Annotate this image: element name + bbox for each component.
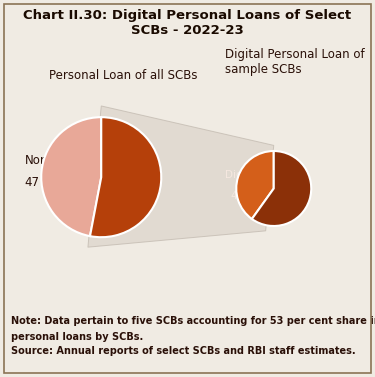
- Text: Note: Data pertain to five SCBs accounting for 53 per cent share in the total: Note: Data pertain to five SCBs accounti…: [11, 316, 375, 326]
- Text: Source: Annual reports of select SCBs and RBI staff estimates.: Source: Annual reports of select SCBs an…: [11, 346, 356, 356]
- Text: 59.9: 59.9: [279, 194, 302, 204]
- Text: Digital Personal Loan of
sample SCBs: Digital Personal Loan of sample SCBs: [225, 48, 364, 76]
- Wedge shape: [236, 151, 274, 219]
- Text: 47: 47: [24, 176, 39, 189]
- Text: Digital: Digital: [225, 170, 259, 180]
- Text: Personal Loan of all SCBs: Personal Loan of all SCBs: [49, 69, 197, 82]
- Text: Non-Sample: Non-Sample: [24, 154, 96, 167]
- Text: Non-: Non-: [278, 167, 303, 176]
- Text: Digital: Digital: [273, 180, 308, 190]
- Polygon shape: [88, 106, 274, 247]
- Text: 40.1: 40.1: [230, 191, 254, 201]
- Wedge shape: [90, 117, 161, 237]
- Text: personal loans by SCBs.: personal loans by SCBs.: [11, 332, 144, 342]
- Text: Chart II.30: Digital Personal Loans of Select
SCBs - 2022-23: Chart II.30: Digital Personal Loans of S…: [23, 9, 352, 37]
- Wedge shape: [41, 117, 101, 236]
- Text: 53: 53: [101, 184, 116, 197]
- Text: Sample: Sample: [87, 161, 131, 174]
- Wedge shape: [252, 151, 311, 226]
